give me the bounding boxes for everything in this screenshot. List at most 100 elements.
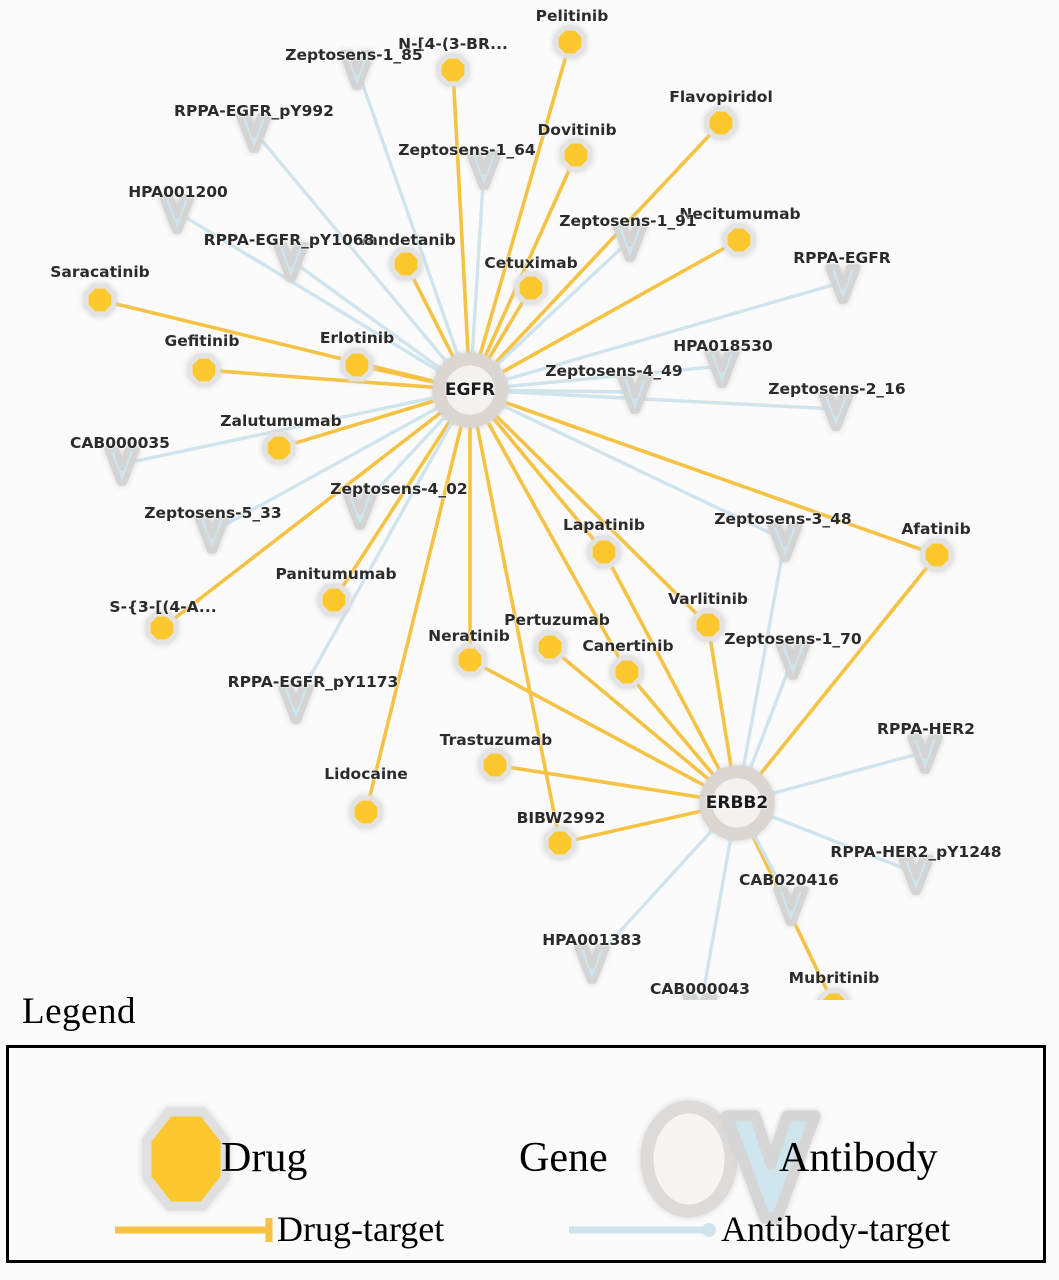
drug-node-label: Pelitinib: [535, 7, 609, 25]
drug-target-edge[interactable]: [753, 561, 932, 781]
drug-node[interactable]: [817, 988, 851, 1000]
antibody-node[interactable]: [339, 50, 375, 90]
drug-node-label: Necitumumab: [679, 205, 801, 223]
antibody-node-label: Zeptosens-1_70: [724, 630, 862, 648]
drug-node-label: Lapatinib: [562, 516, 646, 534]
antibody-node[interactable]: [775, 640, 811, 680]
antibody-node[interactable]: [767, 522, 803, 562]
antibody-node[interactable]: [825, 264, 861, 304]
antibody-node-label: HPA001200: [128, 183, 228, 201]
edges-layer: [108, 50, 932, 1000]
drug-node[interactable]: [436, 53, 470, 87]
drug-node[interactable]: [920, 538, 954, 572]
drug-node[interactable]: [587, 535, 621, 569]
gene-node[interactable]: [432, 352, 508, 428]
antibody-node[interactable]: [273, 242, 309, 282]
drug-node[interactable]: [514, 271, 548, 305]
antibody-node-label: RPPA-HER2: [877, 720, 975, 738]
drug-node[interactable]: [145, 611, 179, 645]
legend-drug-target-edge: [115, 1218, 273, 1242]
drug-node[interactable]: [83, 283, 117, 317]
drug-node-label: Neratinib: [428, 627, 510, 645]
drug-node[interactable]: [478, 748, 512, 782]
antibody-node[interactable]: [898, 855, 934, 895]
antibody-node[interactable]: [612, 222, 648, 262]
antibody-node[interactable]: [159, 194, 195, 234]
drug-node[interactable]: [691, 608, 725, 642]
antibody-node[interactable]: [574, 944, 610, 984]
drug-node[interactable]: [389, 247, 423, 281]
drug-target-edge[interactable]: [504, 764, 706, 805]
antibody-target-edge[interactable]: [298, 264, 447, 375]
legend-label-gene: Gene: [519, 1135, 608, 1181]
drug-node[interactable]: [262, 431, 296, 465]
drug-node[interactable]: [722, 223, 756, 257]
drug-target-edge[interactable]: [489, 409, 702, 620]
antibody-node[interactable]: [704, 348, 740, 388]
antibody-node[interactable]: [907, 734, 943, 774]
antibody-node[interactable]: [682, 993, 718, 1000]
antibody-node[interactable]: [236, 113, 272, 153]
drug-node-label: Canertinib: [582, 637, 674, 655]
drug-node-label: Trastuzumab: [439, 731, 553, 749]
antibody-target-edge[interactable]: [467, 177, 486, 360]
antibody-node[interactable]: [104, 446, 140, 486]
antibody-node-label: HPA001383: [542, 931, 642, 949]
network-graph-canvas: [83, 25, 954, 1000]
antibody-node-label: Zeptosens-1_85: [285, 46, 423, 64]
drug-node[interactable]: [533, 630, 567, 664]
drug-node-label: Panitumumab: [275, 565, 397, 583]
drug-node[interactable]: [543, 826, 577, 860]
antibody-node[interactable]: [773, 886, 809, 926]
drug-node[interactable]: [610, 655, 644, 689]
drug-node[interactable]: [317, 583, 351, 617]
drug-target-edge[interactable]: [451, 79, 475, 358]
drug-node-label: Zalutumumab: [220, 412, 342, 430]
antibody-node[interactable]: [617, 374, 653, 414]
antibody-node[interactable]: [342, 490, 378, 530]
drug-node-label: Vandetanib: [356, 231, 456, 249]
drug-node[interactable]: [553, 25, 587, 59]
antibody-node[interactable]: [278, 684, 314, 724]
antibody-node-label: Zeptosens-3_48: [714, 510, 852, 528]
drug-node-label: Gefitinib: [164, 332, 240, 350]
drug-target-edge[interactable]: [463, 422, 477, 651]
drug-node[interactable]: [453, 643, 487, 677]
legend-antibody-target-edge: [569, 1223, 716, 1237]
antibody-node[interactable]: [194, 514, 230, 554]
drug-node-label: S-{3-[(4-A...: [109, 598, 217, 616]
gene-node[interactable]: [699, 765, 775, 841]
drug-target-edge[interactable]: [488, 129, 716, 370]
antibody-node-label: Zeptosens-5_33: [144, 504, 282, 522]
legend-drug-icon: [142, 1107, 230, 1211]
antibody-node[interactable]: [466, 150, 502, 190]
antibody-target-edge[interactable]: [700, 832, 736, 1000]
antibody-target-edge[interactable]: [766, 753, 917, 799]
legend-label-drug-target: Drug-target: [277, 1209, 445, 1249]
drug-node[interactable]: [559, 138, 593, 172]
legend-label-antibody: Antibody: [779, 1135, 938, 1181]
drug-target-edge[interactable]: [707, 634, 739, 772]
drug-node-label: Lidocaine: [324, 765, 408, 783]
antibody-node-label: Zeptosens-4_49: [545, 362, 683, 380]
drug-node[interactable]: [704, 106, 738, 140]
antibody-node-label: RPPA-EGFR_pY1068: [203, 231, 375, 249]
antibody-node-label: Zeptosens-1_91: [559, 212, 697, 230]
antibody-target-edge[interactable]: [299, 415, 458, 695]
antibody-node-label: Zeptosens-1_64: [398, 141, 536, 159]
legend-label-antibody-target: Antibody-target: [721, 1209, 951, 1249]
antibody-node-label: CAB000035: [70, 434, 170, 452]
drug-node[interactable]: [349, 795, 383, 829]
drug-node-label: BIBW2992: [516, 809, 606, 827]
drug-node-label: Pertuzumab: [504, 611, 610, 629]
antibody-node-label: Zeptosens-2_16: [768, 380, 906, 398]
drug-node[interactable]: [340, 348, 374, 382]
antibody-node[interactable]: [818, 391, 854, 431]
drug-node-label: Cetuximab: [484, 254, 578, 272]
legend-graphics: [115, 1100, 821, 1242]
drug-node[interactable]: [187, 353, 221, 387]
legend-title: Legend: [22, 991, 136, 1032]
drug-node-label: Afatinib: [901, 520, 971, 538]
drug-node-label: Erlotinib: [319, 329, 395, 347]
gene-node-label: EGFR: [444, 380, 496, 400]
